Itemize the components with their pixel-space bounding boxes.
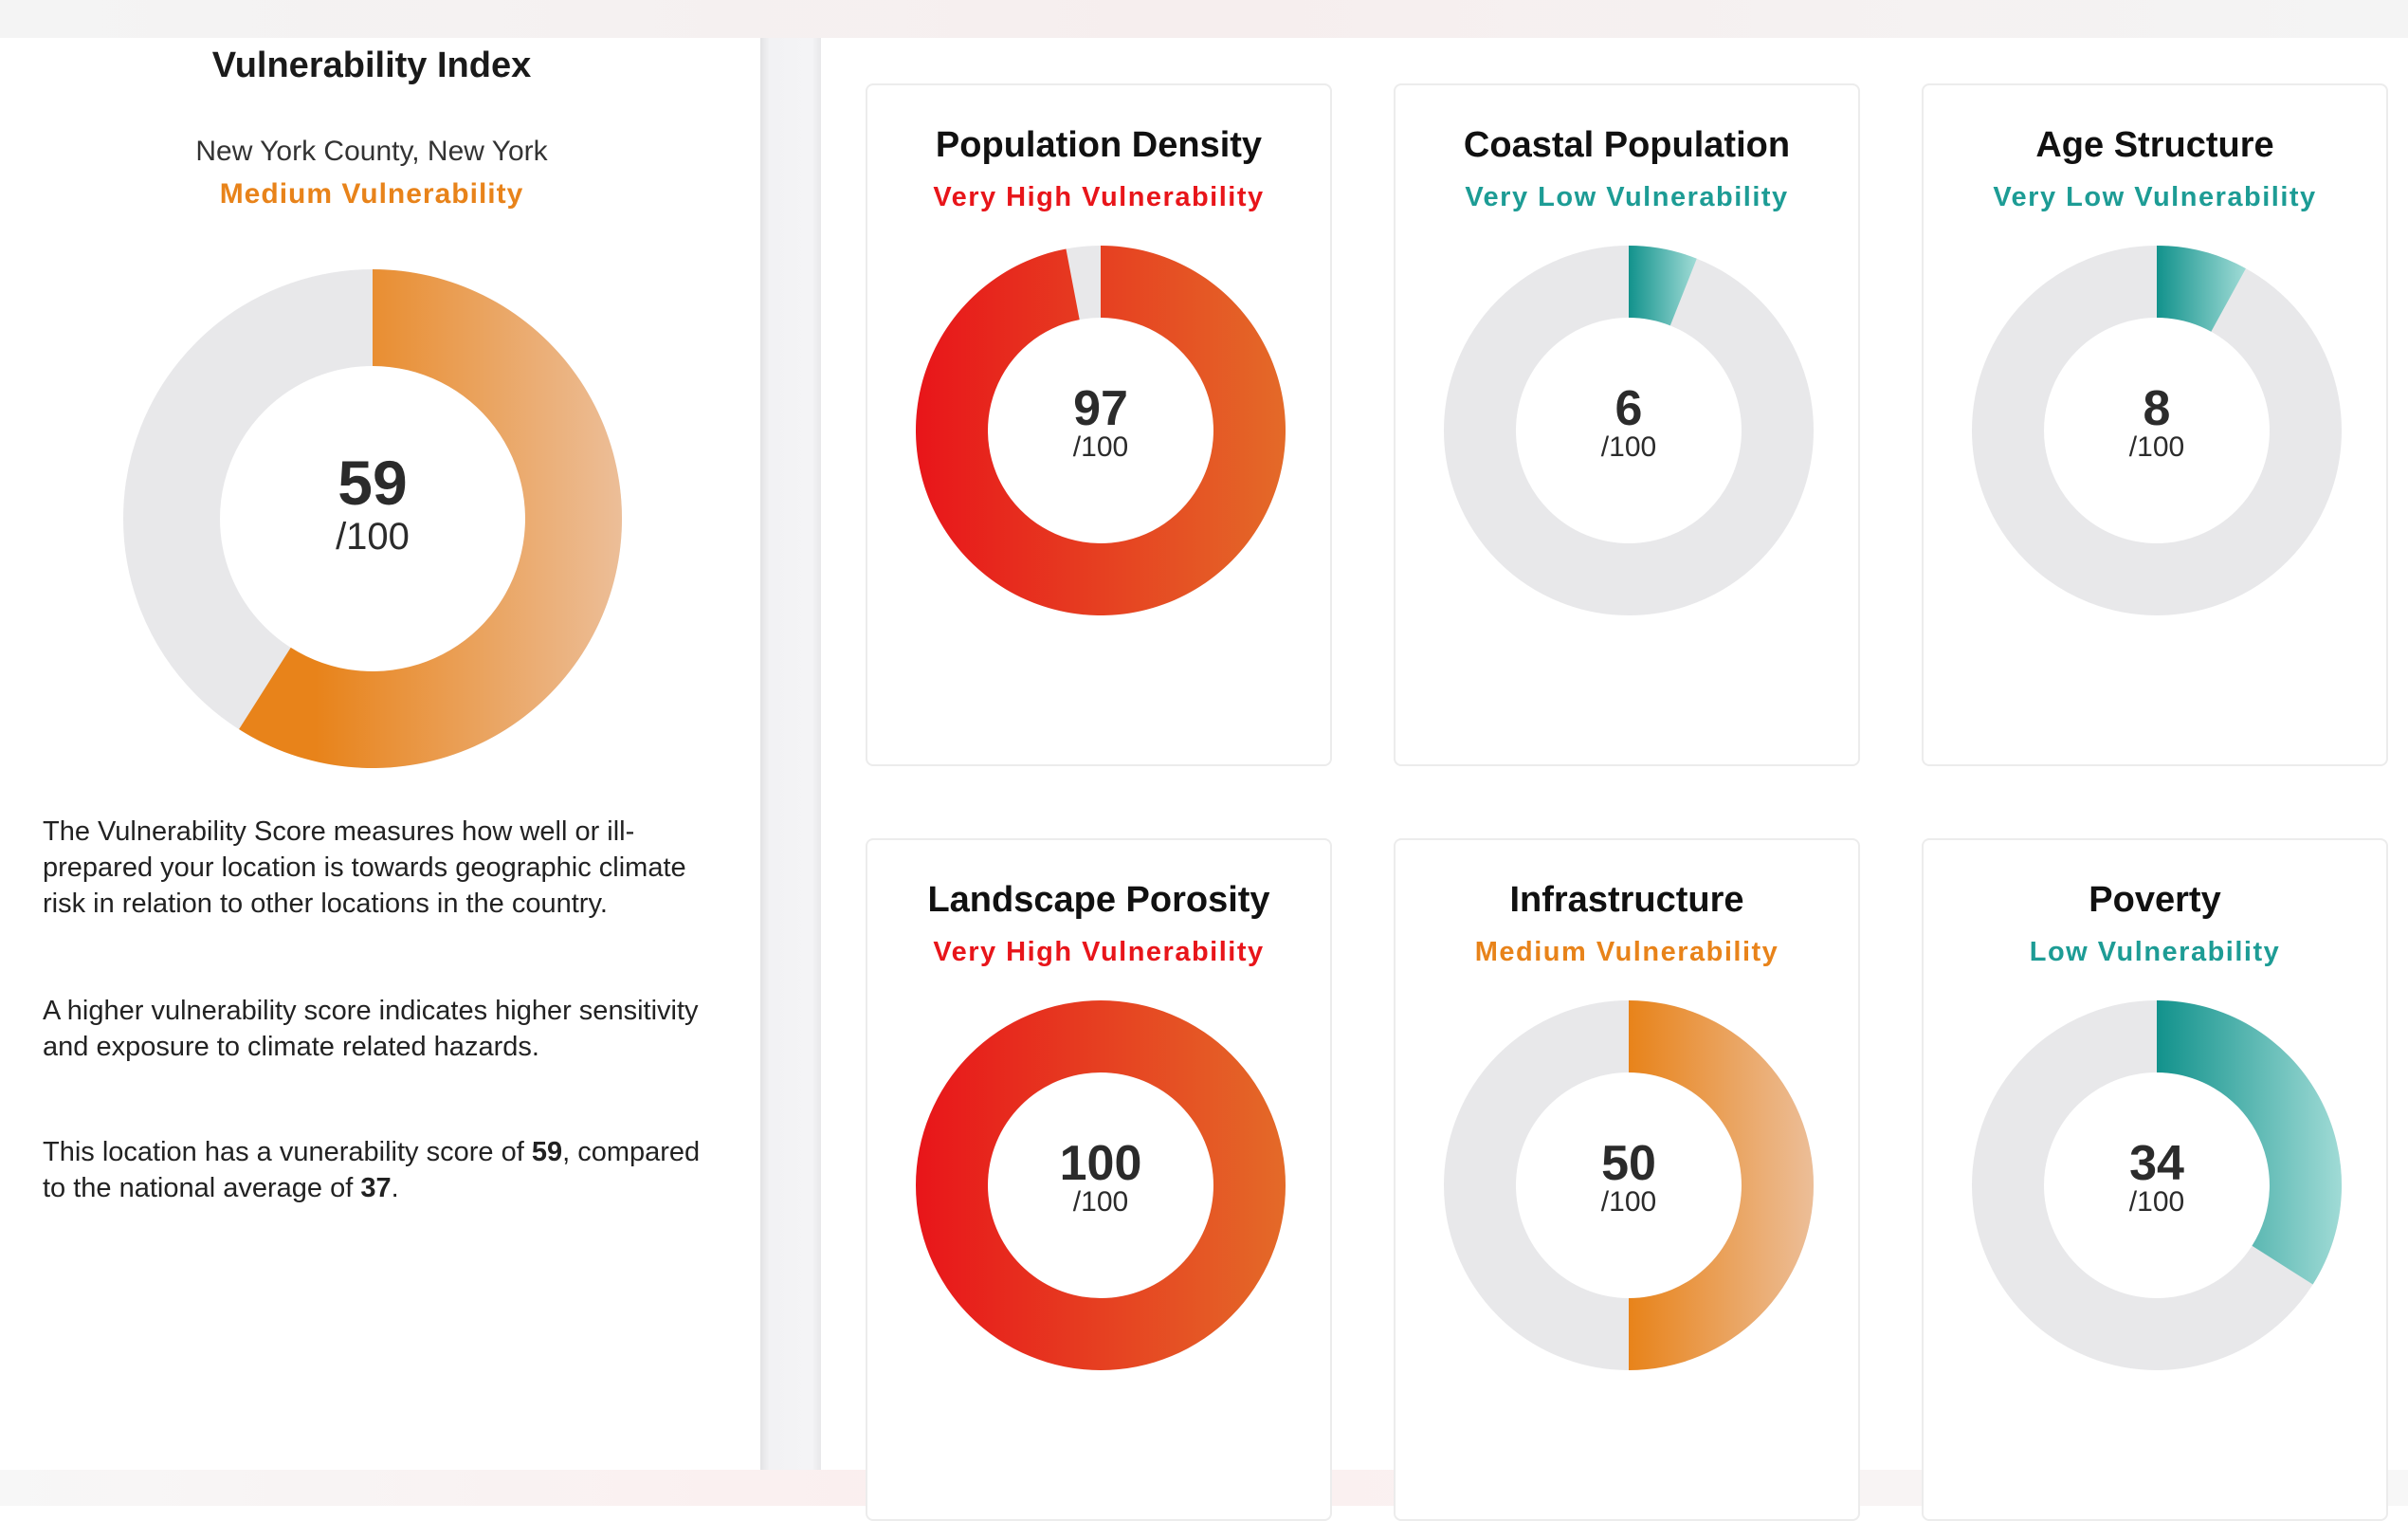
card-score-value: 6 [1614, 381, 1643, 436]
card-donut-chart [916, 246, 1286, 615]
card-donut-chart [1444, 246, 1814, 615]
page-title: Vulnerability Index [211, 46, 532, 85]
description-paragraph-2: A higher vulnerability score indicates h… [43, 996, 699, 1062]
card-score-value: 50 [1601, 1136, 1656, 1191]
card-vulnerability-label: Low Vulnerability [2029, 937, 2281, 967]
top-strip [0, 0, 2408, 38]
national-average: 37 [360, 1173, 392, 1203]
card-score-denominator: /100 [1072, 431, 1129, 463]
card-title: Population Density [935, 125, 1263, 165]
card-score: 34 /100 [1971, 1139, 2343, 1217]
card-title: Infrastructure [1509, 880, 1744, 920]
card-donut-chart [1972, 1000, 2342, 1370]
card-score: 6 /100 [1443, 384, 1815, 462]
card-donut-chart [916, 1000, 1286, 1370]
card-population-density: Population Density Very High Vulnerabili… [866, 83, 1332, 766]
card-donut-chart [1972, 246, 2342, 615]
card-donut-chart [1444, 1000, 1814, 1370]
card-landscape-porosity: Landscape Porosity Very High Vulnerabili… [866, 838, 1332, 1521]
card-vulnerability-label: Medium Vulnerability [1474, 937, 1779, 967]
panel-divider [760, 38, 821, 1470]
card-score: 8 /100 [1971, 384, 2343, 462]
card-vulnerability-label: Very Low Vulnerability [1993, 182, 2317, 212]
card-score-value: 34 [2129, 1136, 2184, 1191]
card-vulnerability-label: Very Low Vulnerability [1465, 182, 1789, 212]
location-score: 59 [531, 1137, 563, 1167]
card-donut-arc [916, 246, 1286, 615]
summary-donut-chart [123, 269, 622, 768]
card-title: Landscape Porosity [927, 880, 1270, 920]
card-age-structure: Age Structure Very Low Vulnerability 8 /… [1922, 83, 2388, 766]
card-title: Poverty [2089, 880, 2221, 920]
comparison-text: This location has a vunerability score o… [43, 1137, 701, 1203]
card-score-denominator: /100 [1600, 1186, 1657, 1218]
card-donut-arc [916, 1000, 1286, 1370]
card-infrastructure: Infrastructure Medium Vulnerability 50 /… [1394, 838, 1860, 1521]
location-name: New York County, New York [195, 136, 548, 167]
card-score: 50 /100 [1443, 1139, 1815, 1217]
card-score-denominator: /100 [1072, 1186, 1129, 1218]
card-score-value: 100 [1059, 1136, 1142, 1191]
card-donut-arc [2157, 246, 2246, 332]
card-score-value: 97 [1073, 381, 1128, 436]
card-donut-arc [2157, 1000, 2342, 1285]
card-score-denominator: /100 [2128, 1186, 2185, 1218]
card-score: 100 /100 [915, 1139, 1286, 1217]
summary-vulnerability-label: Medium Vulnerability [219, 178, 524, 210]
summary-score-value: 59 [337, 448, 408, 518]
card-title: Age Structure [2035, 125, 2274, 165]
summary-score: 59 /100 [121, 451, 624, 556]
description-paragraph-1: The Vulnerability Score measures how wel… [43, 816, 686, 919]
card-donut-arc [1629, 1000, 1814, 1370]
card-donut-arc [1629, 246, 1697, 326]
card-vulnerability-label: Very High Vulnerability [933, 182, 1265, 212]
card-vulnerability-label: Very High Vulnerability [933, 937, 1265, 967]
card-score-denominator: /100 [1600, 431, 1657, 463]
card-title: Coastal Population [1463, 125, 1791, 165]
summary-score-denominator: /100 [336, 516, 410, 558]
card-score: 97 /100 [915, 384, 1286, 462]
card-score-denominator: /100 [2128, 431, 2185, 463]
card-coastal-population: Coastal Population Very Low Vulnerabilit… [1394, 83, 1860, 766]
summary-donut-arc [239, 269, 622, 768]
card-poverty: Poverty Low Vulnerability 34 /100 [1922, 838, 2388, 1521]
card-score-value: 8 [2143, 381, 2171, 436]
